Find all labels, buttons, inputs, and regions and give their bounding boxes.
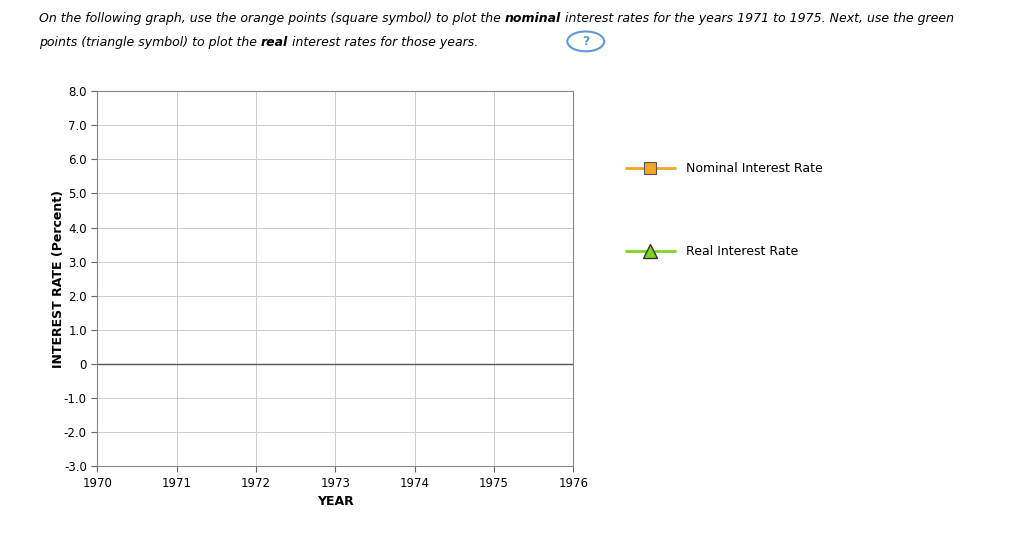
Text: ?: ? (582, 35, 590, 48)
Text: Nominal Interest Rate: Nominal Interest Rate (686, 162, 823, 175)
Text: nominal: nominal (505, 12, 561, 25)
Text: interest rates for the years 1971 to 1975. Next, use the green: interest rates for the years 1971 to 197… (561, 12, 954, 25)
Y-axis label: INTEREST RATE (Percent): INTEREST RATE (Percent) (52, 190, 65, 368)
Text: real: real (261, 36, 288, 49)
X-axis label: YEAR: YEAR (317, 495, 353, 508)
Text: On the following graph, use the orange points (square symbol) to plot the: On the following graph, use the orange p… (39, 12, 505, 25)
Text: points (triangle symbol) to plot the: points (triangle symbol) to plot the (39, 36, 261, 49)
Text: interest rates for those years.: interest rates for those years. (288, 36, 478, 49)
Text: Real Interest Rate: Real Interest Rate (686, 245, 799, 258)
